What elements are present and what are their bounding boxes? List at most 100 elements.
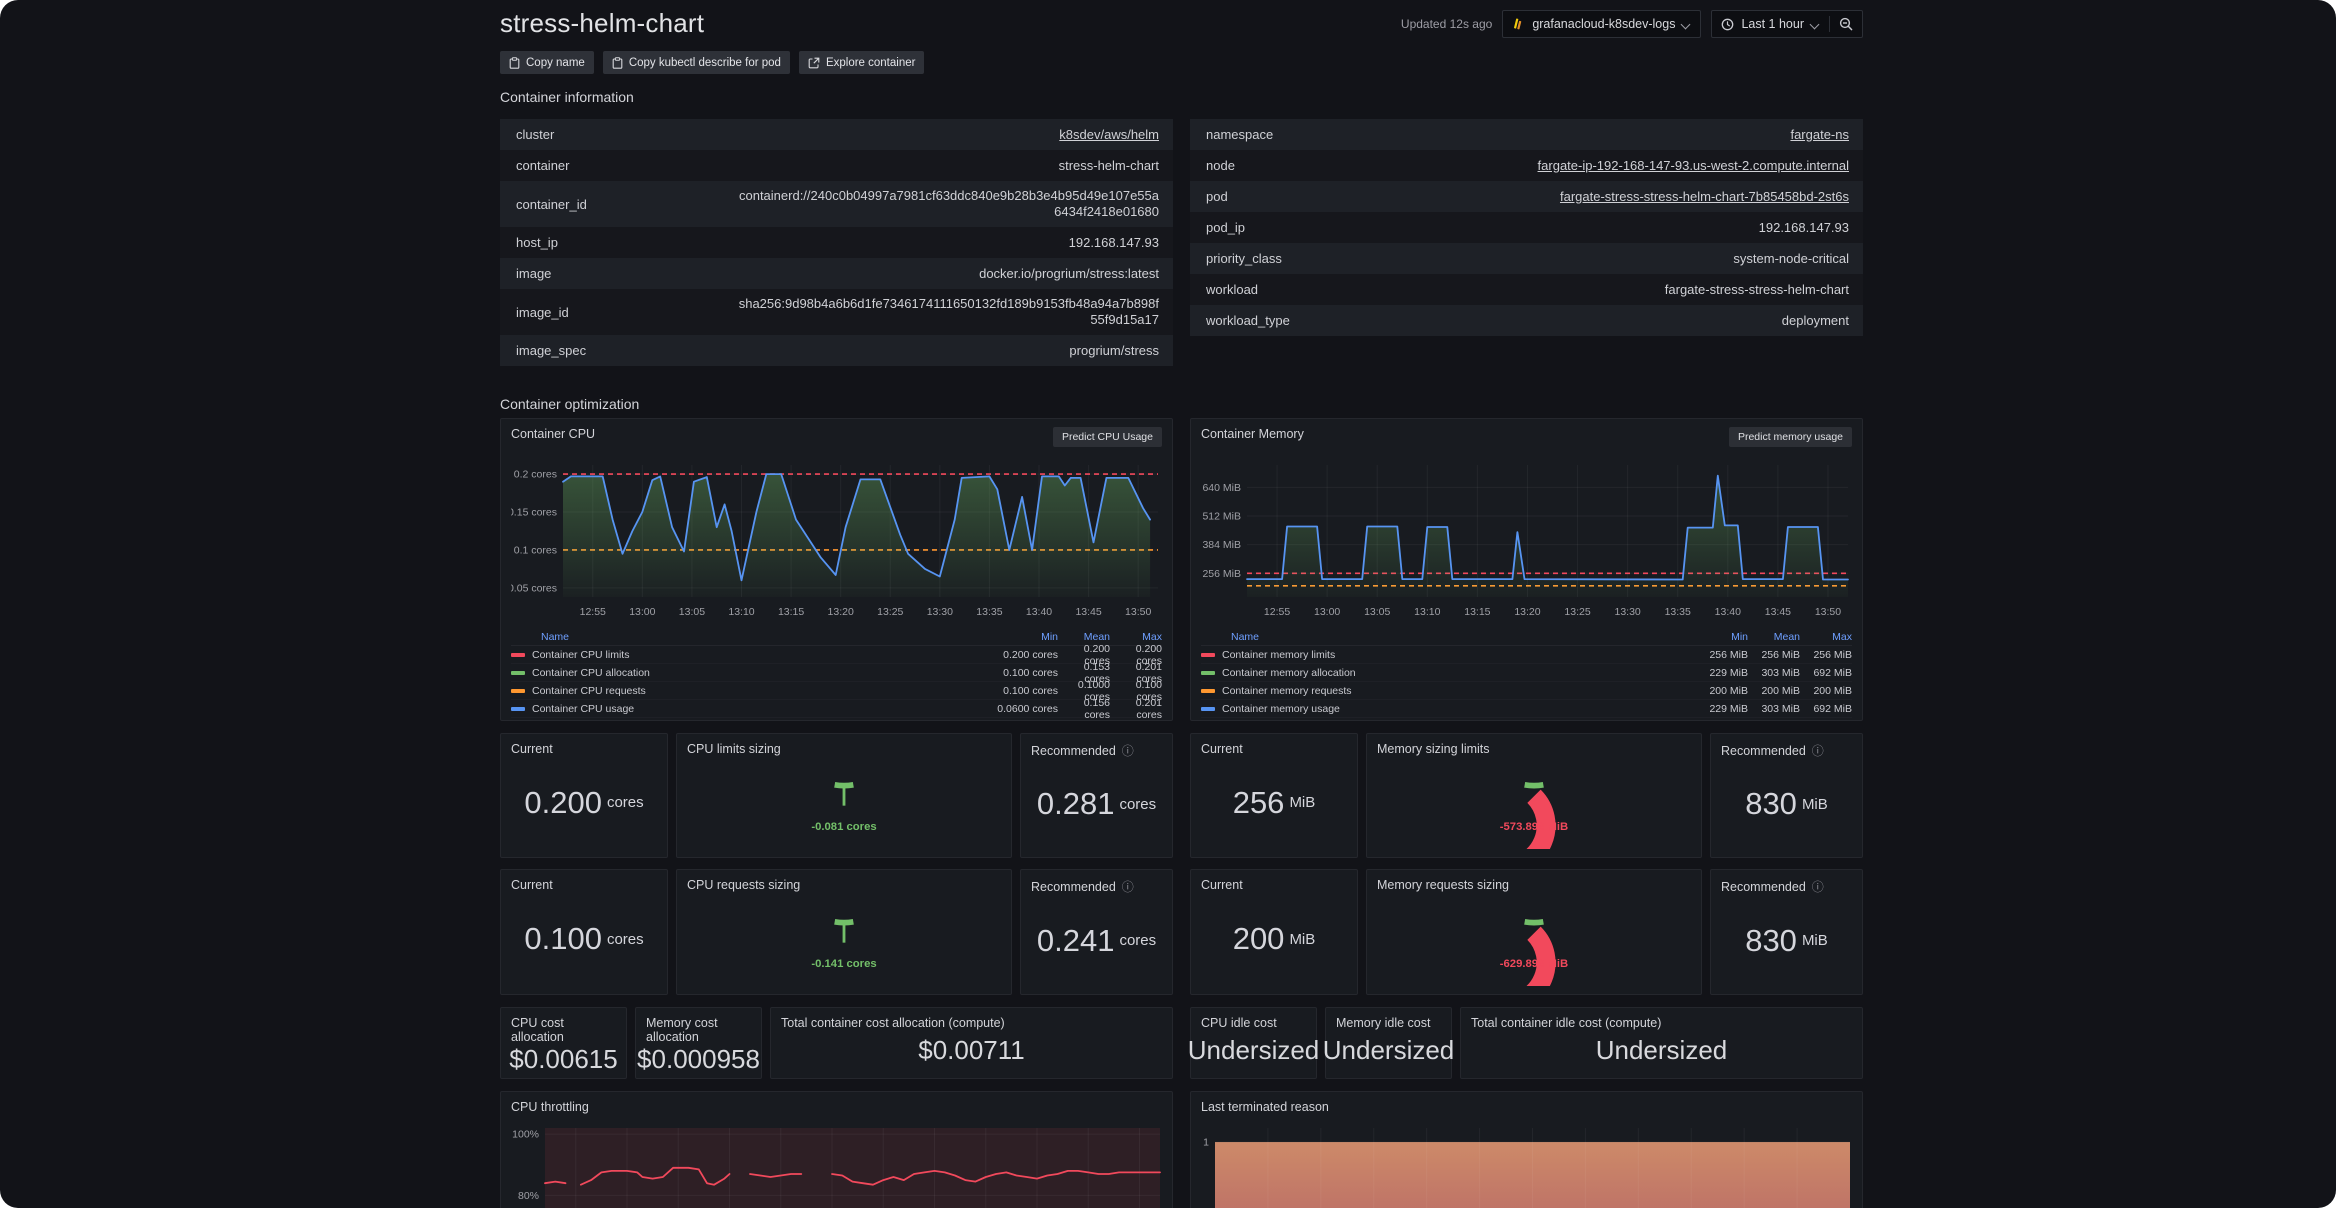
legend-header-max[interactable]: Max <box>1142 630 1162 643</box>
svg-text:13:35: 13:35 <box>1665 606 1691 618</box>
cpu-timeseries-chart[interactable]: 0.05 cores 0.1 cores 0.15 cores 0.2 cores 12… <box>508 451 1164 623</box>
stat-value: 830 <box>1745 922 1797 958</box>
stat-panel: Current 0.100 cores <box>500 869 668 995</box>
info-icon[interactable]: ⓘ <box>1811 744 1824 758</box>
legend-series-label[interactable]: Container CPU allocation <box>511 667 948 679</box>
legend-header-min[interactable]: Min <box>1041 630 1058 643</box>
table-row: priority_class system-node-critical <box>1190 243 1863 274</box>
info-icon[interactable]: ⓘ <box>1811 880 1824 894</box>
legend-header-mean[interactable]: Mean <box>1083 630 1110 643</box>
stat-value: 200 <box>1232 921 1285 956</box>
predict-memory-usage-button[interactable]: Predict memory usage <box>1728 427 1852 447</box>
svg-text:13:45: 13:45 <box>1075 606 1101 618</box>
stat-value: 0.281 <box>1036 786 1115 821</box>
table-row: pod fargate-stress-stress-helm-chart-7b85… <box>1190 181 1863 212</box>
row-value-link[interactable]: fargate-ns <box>1790 126 1849 142</box>
row-value: 192.168.147.93 <box>1758 219 1849 235</box>
copy-kubectl-button[interactable]: Copy kubectl describe for pod <box>602 51 790 74</box>
legend-series-label[interactable]: Container memory requests <box>1201 685 1638 697</box>
copy-name-button[interactable]: Copy name <box>500 51 594 74</box>
zoom-out-icon[interactable] <box>1839 17 1853 31</box>
stat-unit: MiB <box>1801 932 1828 949</box>
svg-text:13:45: 13:45 <box>1765 606 1791 618</box>
row-value-link[interactable]: fargate-ip-192-168-147-93.us-west-2.comp… <box>1537 157 1849 173</box>
legend-header-name[interactable]: Name <box>1231 630 1260 643</box>
panel-title: Current <box>1201 878 1243 892</box>
info-icon[interactable]: ⓘ <box>1121 744 1134 758</box>
legend-row: Container CPU usage 0.0600 cores 0.156 cor… <box>511 696 1162 721</box>
cost-panel: CPU idle cost Undersized <box>1188 1007 1319 1079</box>
memory-timeseries-chart[interactable]: 256 MiB 384 MiB 512 MiB 640 MiB 12:55 13:00 13… <box>1201 451 1854 623</box>
clock-icon <box>1722 18 1734 30</box>
divider <box>1829 16 1830 32</box>
stat-panel: Recommended ⓘ 830 MiB <box>1710 733 1863 858</box>
cpu-throttling-chart[interactable]: 100%80%60% <box>511 1118 1164 1208</box>
legend-header-mean[interactable]: Mean <box>1773 630 1800 643</box>
legend-series-label[interactable]: Container memory usage <box>1201 703 1638 715</box>
explore-container-label: Explore container <box>825 56 916 69</box>
gauge: -573.898 MiB <box>1500 782 1568 849</box>
row-key: host_ip <box>516 235 558 250</box>
panel-title: Current <box>511 742 553 756</box>
legend-max-value: 0.201 cores <box>1135 660 1162 685</box>
legend-header-max[interactable]: Max <box>1832 630 1852 643</box>
table-row: image_id sha256:9d98b4a6b6d1fe73461741116… <box>500 289 1173 335</box>
section-container-information: Container information <box>500 89 634 105</box>
svg-text:-0.081 cores: -0.081 cores <box>811 821 876 833</box>
series-color-swatch <box>511 688 525 693</box>
gauge: -0.141 cores <box>811 919 877 970</box>
page-title: stress-helm-chart <box>500 8 705 38</box>
predict-cpu-usage-button[interactable]: Predict CPU Usage <box>1052 427 1162 447</box>
gauge-panel: Memory requests sizing -629.898 MiB <box>1366 869 1702 995</box>
table-row: host_ip 192.168.147.93 <box>500 227 1173 258</box>
gauge: -0.081 cores <box>811 782 877 833</box>
legend-min-value: 0.100 cores <box>1003 666 1058 679</box>
row-value: fargate-stress-stress-helm-chart <box>1664 281 1849 297</box>
svg-text:-573.898 MiB: -573.898 MiB <box>1500 821 1568 833</box>
svg-text:13:30: 13:30 <box>927 606 953 618</box>
time-range-picker[interactable]: Last 1 hour <box>1711 10 1863 38</box>
svg-text:13:10: 13:10 <box>1414 606 1440 618</box>
legend-max-value: 0.201 cores <box>1135 696 1162 721</box>
row-key: image <box>516 266 552 281</box>
datasource-value: grafanacloud-k8sdev-logs <box>1532 17 1676 31</box>
datasource-picker[interactable]: grafanacloud-k8sdev-logs <box>1502 10 1702 38</box>
cost-value: $0.000958 <box>637 1044 760 1074</box>
panel-title: Memory requests sizing <box>1377 878 1509 892</box>
svg-text:0.15 cores: 0.15 cores <box>511 507 557 519</box>
legend-series-label[interactable]: Container memory limits <box>1201 649 1638 661</box>
stat-unit: cores <box>1119 932 1157 949</box>
last-terminated-title: Last terminated reason <box>1201 1100 1329 1114</box>
cost-value: Undersized <box>1595 1034 1728 1065</box>
table-row: container stress-helm-chart <box>500 150 1173 181</box>
row-value-link[interactable]: k8sdev/aws/helm <box>1059 126 1159 142</box>
legend-header-name[interactable]: Name <box>541 630 570 643</box>
series-color-swatch <box>511 670 525 675</box>
legend-mean-value: 303 MiB <box>1761 666 1800 679</box>
row-value-link[interactable]: fargate-stress-stress-helm-chart-7b85458… <box>1559 188 1849 204</box>
legend-series-label[interactable]: Container CPU requests <box>511 685 948 697</box>
svg-text:13:05: 13:05 <box>1364 606 1390 618</box>
svg-text:-629.898 MiB: -629.898 MiB <box>1500 958 1568 970</box>
info-icon[interactable]: ⓘ <box>1121 880 1134 894</box>
legend-min-value: 229 MiB <box>1709 702 1748 715</box>
svg-text:12:55: 12:55 <box>1264 606 1290 618</box>
legend-series-label[interactable]: Container memory allocation <box>1201 667 1638 679</box>
explore-container-button[interactable]: Explore container <box>798 51 925 74</box>
legend-header-min[interactable]: Min <box>1731 630 1748 643</box>
last-terminated-chart[interactable]: 1 <box>1201 1118 1854 1208</box>
svg-text:512 MiB: 512 MiB <box>1202 511 1241 523</box>
svg-text:384 MiB: 384 MiB <box>1202 539 1241 551</box>
legend-series-label[interactable]: Container CPU usage <box>511 703 948 715</box>
legend-header: Name Min Mean Max <box>511 628 1162 646</box>
svg-text:13:25: 13:25 <box>877 606 903 618</box>
panel-title: Memory idle cost <box>1336 1016 1431 1030</box>
row-key: node <box>1206 158 1235 173</box>
svg-text:13:30: 13:30 <box>1614 606 1640 618</box>
memory-legend: Name Min Mean Max Container memory limits 256… <box>1201 628 1852 718</box>
legend-series-label[interactable]: Container CPU limits <box>511 649 948 661</box>
legend-row: Container CPU limits 0.200 cores 0.200 cor… <box>511 643 1162 667</box>
legend-min-value: 0.200 cores <box>1003 648 1058 661</box>
clipboard-icon <box>509 56 520 69</box>
legend-mean-value: 0.156 cores <box>1083 696 1110 721</box>
